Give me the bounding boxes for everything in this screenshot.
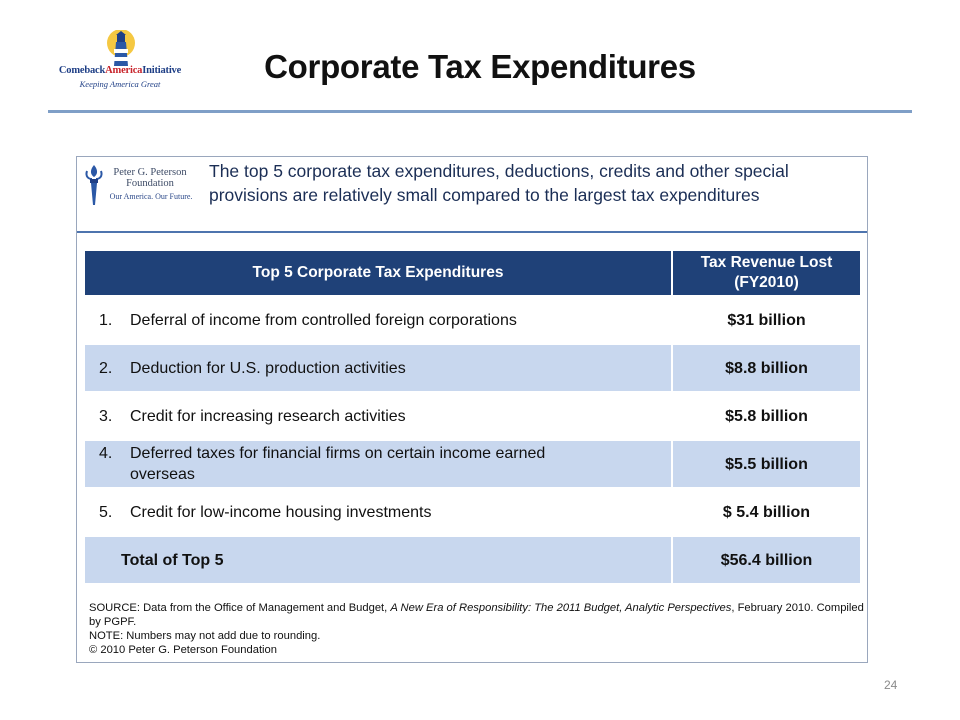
- row-number: 4.: [99, 445, 113, 462]
- col-header-expenditures: Top 5 Corporate Tax Expenditures: [83, 251, 673, 297]
- row-label: Deferral of income from controlled forei…: [130, 311, 517, 329]
- row-number: 2.: [99, 359, 113, 377]
- rounding-note: NOTE: Numbers may not add due to roundin…: [89, 630, 321, 642]
- table-row: 5. Credit for low-income housing investme…: [83, 487, 862, 537]
- lighthouse-icon: [107, 30, 135, 66]
- row-amount: $5.5 billion: [671, 439, 862, 489]
- row-label: Credit for low-income housing investment…: [130, 503, 432, 521]
- row-number: 3.: [99, 407, 113, 425]
- row-amount: $8.8 billion: [671, 343, 862, 393]
- table-row: 1. Deferral of income from controlled for…: [83, 295, 862, 345]
- table-header-row: Top 5 Corporate Tax Expenditures Tax Rev…: [83, 251, 862, 297]
- table-row: 4. Deferred taxes for financial firms on …: [83, 439, 862, 489]
- row-label: Credit for increasing research activitie…: [130, 407, 406, 425]
- row-amount: $5.8 billion: [671, 391, 862, 441]
- peterson-foundation-logo: Peter G. Peterson Foundation Our America…: [83, 161, 201, 211]
- logo-tagline: Keeping America Great: [79, 79, 161, 89]
- total-label: Total of Top 5: [83, 535, 673, 585]
- tax-expenditures-table: Top 5 Corporate Tax Expenditures Tax Rev…: [83, 251, 862, 585]
- source-note: SOURCE: Data from the Office of Manageme…: [89, 602, 864, 656]
- statement-banner: Peter G. Peterson Foundation Our America…: [77, 157, 867, 233]
- row-label-continued: overseas: [130, 466, 195, 483]
- page-title: Corporate Tax Expenditures: [264, 48, 696, 85]
- foundation-tagline: Our America. Our Future.: [109, 192, 193, 201]
- foundation-name: Peter G. Peterson Foundation: [113, 167, 187, 189]
- row-label: Deferred taxes for financial firms on ce…: [130, 445, 546, 462]
- page-number: 24: [884, 678, 898, 692]
- row-number: 1.: [99, 311, 113, 329]
- statement-text: The top 5 corporate tax expenditures, de…: [209, 161, 789, 205]
- row-amount: $ 5.4 billion: [671, 487, 862, 537]
- row-label: Deduction for U.S. production activities: [130, 359, 406, 377]
- torch-icon: [85, 165, 103, 205]
- header-divider: [48, 110, 912, 113]
- row-amount: $31 billion: [671, 295, 862, 345]
- comeback-america-logo: ComebackAmericaInitiative Keeping Americ…: [54, 30, 186, 104]
- table-row: 3. Credit for increasing research activit…: [83, 391, 862, 441]
- table-row: 2. Deduction for U.S. production activiti…: [83, 343, 862, 393]
- copyright: © 2010 Peter G. Peterson Foundation: [89, 644, 277, 656]
- total-amount: $56.4 billion: [671, 535, 862, 585]
- col-header-revenue-lost: Tax Revenue Lost (FY2010): [671, 251, 862, 297]
- total-row: Total of Top 5 $56.4 billion: [83, 535, 862, 585]
- logo-name: ComebackAmericaInitiative: [58, 65, 182, 76]
- row-number: 5.: [99, 503, 113, 521]
- source-publication: A New Era of Responsibility: The 2011 Bu…: [390, 602, 732, 614]
- content-panel: Peter G. Peterson Foundation Our America…: [76, 156, 868, 663]
